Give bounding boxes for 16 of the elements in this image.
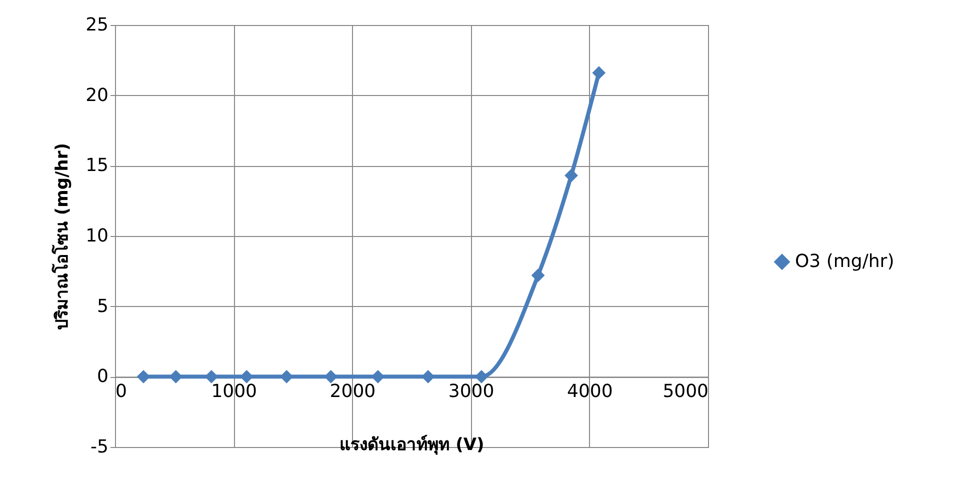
x-tick-label: 4000 [566, 381, 613, 402]
x-tick-label: 0 [116, 381, 127, 402]
y-axis-title: ปริมาณโอโซน (mg/hr) [52, 142, 73, 330]
y-tick-label: -5 [90, 436, 108, 458]
x-tick-label: 5000 [662, 381, 708, 402]
x-tick-label: 3000 [448, 381, 494, 402]
y-tick-label: 10 [86, 226, 108, 246]
x-axis-title: แรงดันเอาท์พุท (V) [340, 434, 484, 456]
y-tick-label: 25 [86, 14, 108, 36]
x-tick-label: 2000 [330, 381, 376, 402]
y-tick-label: 15 [86, 155, 108, 176]
y-tick-label: 0 [97, 366, 108, 388]
x-tick-label: 1000 [211, 381, 258, 402]
y-tick-label: 20 [86, 84, 108, 106]
legend-label: O3 (mg/hr) [795, 250, 894, 272]
y-tick-label: 5 [97, 296, 108, 317]
